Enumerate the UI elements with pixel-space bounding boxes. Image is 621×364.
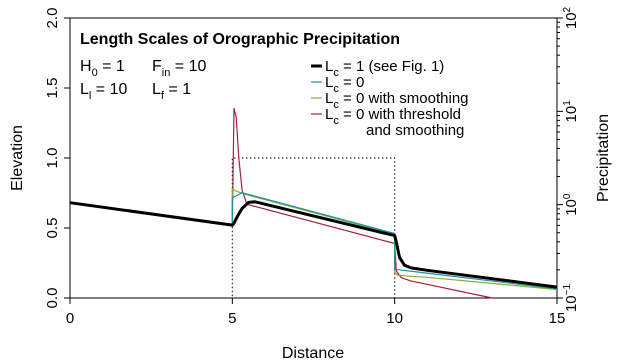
y-tick-label: 0.0 bbox=[44, 288, 61, 309]
param-lf: Lf = 1 bbox=[152, 81, 191, 102]
y-right-axis-title: Precipitation bbox=[595, 114, 612, 202]
series-layer bbox=[69, 107, 558, 299]
plot-frame bbox=[69, 17, 558, 299]
x-tick-label: 0 bbox=[66, 310, 74, 327]
y-axis-ticks: 0.0 0.5 1.0 1.5 2.0 bbox=[44, 8, 70, 309]
chart-title: Length Scales of Orographic Precipitatio… bbox=[80, 31, 400, 48]
x-tick-label: 5 bbox=[228, 310, 236, 327]
y-tick-label: 1.5 bbox=[44, 78, 61, 99]
y-tick-label: 1.0 bbox=[44, 148, 61, 169]
series-lc0 bbox=[69, 192, 558, 290]
y-right-tick-label: 10−1 bbox=[562, 284, 580, 313]
param-h0: H0 = 1 bbox=[80, 58, 125, 79]
y-right-axis-ticks: 10−1 100 101 102 bbox=[557, 6, 580, 312]
series-lc1 bbox=[69, 200, 558, 289]
legend: Lc = 1 (see Fig. 1) Lc = 0 Lc = 0 with s… bbox=[311, 58, 469, 139]
x-tick-label: 15 bbox=[549, 310, 566, 327]
param-ll: Ll = 10 bbox=[80, 81, 127, 102]
series-lc0-smoothing bbox=[69, 188, 558, 291]
y-right-tick-label: 100 bbox=[562, 193, 580, 216]
legend-label-lc0-smoothing: Lc = 0 with smoothing bbox=[325, 90, 469, 111]
x-axis-ticks: 0 5 10 15 bbox=[66, 298, 566, 327]
y-tick-label: 0.5 bbox=[44, 218, 61, 239]
y-right-tick-label: 102 bbox=[562, 6, 580, 29]
x-tick-label: 10 bbox=[386, 310, 403, 327]
y-axis-title: Elevation bbox=[9, 125, 26, 191]
param-fin: Fin = 10 bbox=[152, 58, 206, 79]
legend-label-lc0-threshold-line2: and smoothing bbox=[366, 122, 464, 139]
legend-label-lc0-threshold: Lc = 0 with threshold bbox=[325, 106, 461, 127]
y-right-tick-label: 101 bbox=[562, 100, 580, 123]
y-tick-label: 2.0 bbox=[44, 8, 61, 29]
legend-label-lc0: Lc = 0 bbox=[325, 74, 364, 95]
x-axis-title: Distance bbox=[282, 345, 344, 362]
series-lc0-threshold bbox=[69, 107, 493, 299]
legend-label-lc1: Lc = 1 (see Fig. 1) bbox=[325, 58, 444, 79]
